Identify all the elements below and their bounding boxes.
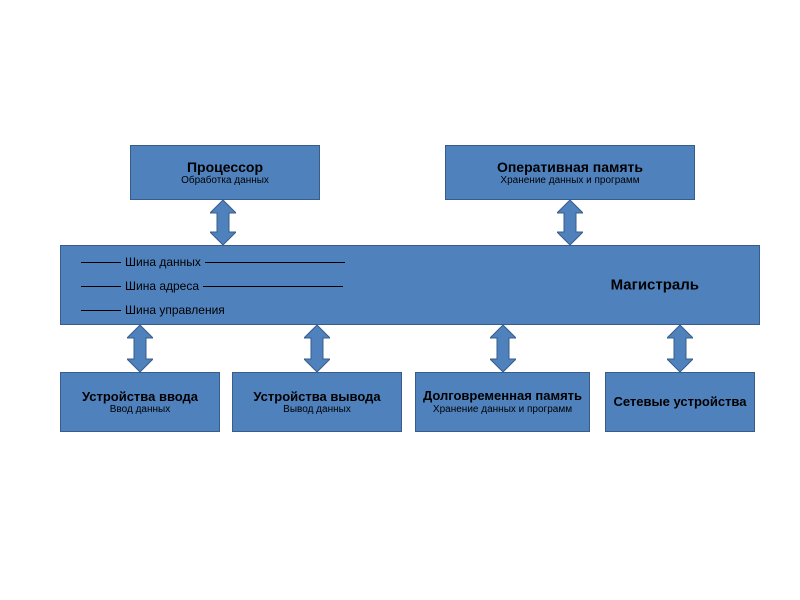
output-subtitle: Вывод данных: [283, 404, 351, 415]
bus-line-control: Шина управления: [81, 302, 345, 318]
processor-subtitle: Обработка данных: [181, 175, 269, 186]
bus-line-address: Шина адреса: [81, 278, 345, 294]
network-title: Сетевые устройства: [613, 395, 746, 410]
bus-box: Шина данных Шина адреса Шина управления …: [60, 245, 760, 325]
bus-line-label: Шина управления: [121, 303, 229, 317]
bus-line-label: Шина данных: [121, 255, 205, 269]
input-subtitle: Ввод данных: [110, 404, 170, 415]
output-title: Устройства вывода: [253, 389, 380, 404]
ram-box: Оперативная память Хранение данных и про…: [445, 145, 695, 200]
arrow-bus-input: [127, 325, 153, 372]
arrow-processor-bus: [210, 200, 236, 245]
underline-left: [81, 310, 121, 311]
bus-lines: Шина данных Шина адреса Шина управления: [81, 254, 345, 318]
output-box: Устройства вывода Вывод данных: [232, 372, 402, 432]
underline-right: [205, 262, 345, 263]
ram-title: Оперативная память: [497, 159, 643, 175]
arrow-bus-storage: [490, 325, 516, 372]
network-box: Сетевые устройства: [605, 372, 755, 432]
arrow-bus-network: [667, 325, 693, 372]
underline-left: [81, 262, 121, 263]
underline-right: [203, 286, 343, 287]
arrow-bus-output: [304, 325, 330, 372]
underline-left: [81, 286, 121, 287]
bus-line-label: Шина адреса: [121, 279, 203, 293]
processor-box: Процессор Обработка данных: [130, 145, 320, 200]
ram-subtitle: Хранение данных и программ: [500, 175, 639, 186]
bus-line-data: Шина данных: [81, 254, 345, 270]
arrow-ram-bus: [557, 200, 583, 245]
storage-title: Долговременная память: [423, 389, 582, 404]
storage-box: Долговременная память Хранение данных и …: [415, 372, 590, 432]
input-title: Устройства ввода: [82, 389, 198, 404]
input-box: Устройства ввода Ввод данных: [60, 372, 220, 432]
storage-subtitle: Хранение данных и программ: [433, 404, 572, 415]
bus-title: Магистраль: [611, 277, 699, 294]
processor-title: Процессор: [187, 159, 263, 175]
